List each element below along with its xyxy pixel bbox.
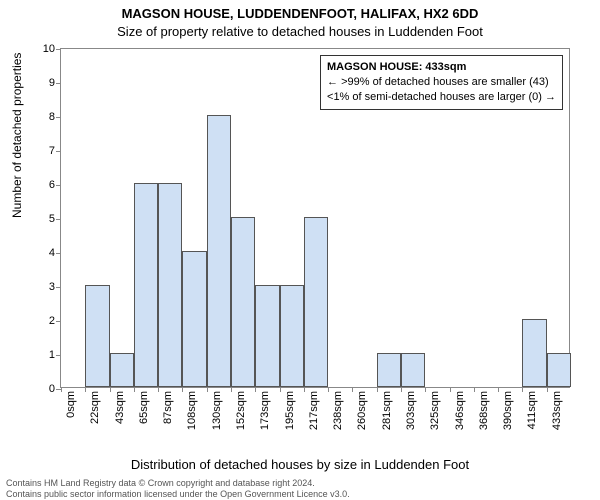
x-tick-label: 325sqm (429, 387, 441, 435)
x-tick-label: 390sqm (502, 387, 514, 435)
x-tick-label: 260sqm (356, 387, 368, 435)
y-tick-mark (56, 83, 61, 84)
legend-box: MAGSON HOUSE: 433sqm ← >99% of detached … (320, 55, 563, 110)
x-tick-label: 433sqm (551, 387, 563, 435)
x-tick-mark (522, 387, 523, 392)
x-tick-mark (450, 387, 451, 392)
plot-area: MAGSON HOUSE: 433sqm ← >99% of detached … (60, 48, 570, 388)
x-axis-label: Distribution of detached houses by size … (0, 457, 600, 472)
x-tick-mark (304, 387, 305, 392)
histogram-bar (547, 353, 571, 387)
x-tick-mark (547, 387, 548, 392)
x-tick-mark (401, 387, 402, 392)
histogram-bar (377, 353, 401, 387)
x-tick-mark (255, 387, 256, 392)
x-tick-label: 217sqm (308, 387, 320, 435)
x-tick-label: 22sqm (89, 387, 101, 435)
x-tick-mark (352, 387, 353, 392)
x-tick-label: 195sqm (284, 387, 296, 435)
histogram-bar (255, 285, 279, 387)
histogram-bar (207, 115, 231, 387)
x-tick-mark (377, 387, 378, 392)
x-tick-mark (231, 387, 232, 392)
y-tick-mark (56, 287, 61, 288)
y-tick-mark (56, 219, 61, 220)
legend-line-larger: <1% of semi-detached houses are larger (… (327, 90, 556, 105)
x-tick-label: 65sqm (138, 387, 150, 435)
x-tick-mark (61, 387, 62, 392)
x-tick-mark (158, 387, 159, 392)
y-tick-mark (56, 253, 61, 254)
x-tick-label: 130sqm (211, 387, 223, 435)
x-tick-label: 43sqm (114, 387, 126, 435)
histogram-bar (85, 285, 109, 387)
x-tick-mark (328, 387, 329, 392)
x-tick-mark (85, 387, 86, 392)
x-tick-label: 238sqm (332, 387, 344, 435)
footer-line-1: Contains HM Land Registry data © Crown c… (6, 478, 350, 489)
x-tick-mark (498, 387, 499, 392)
x-tick-mark (110, 387, 111, 392)
y-tick-mark (56, 151, 61, 152)
x-tick-label: 411sqm (526, 387, 538, 435)
histogram-bar (522, 319, 546, 387)
histogram-bar (182, 251, 206, 387)
histogram-bar (280, 285, 304, 387)
x-tick-label: 368sqm (478, 387, 490, 435)
legend-line-smaller: ← >99% of detached houses are smaller (4… (327, 75, 556, 90)
y-tick-mark (56, 49, 61, 50)
x-tick-label: 346sqm (454, 387, 466, 435)
x-tick-mark (474, 387, 475, 392)
footer-line-2: Contains public sector information licen… (6, 489, 350, 500)
histogram-bar (231, 217, 255, 387)
x-tick-mark (207, 387, 208, 392)
x-tick-label: 0sqm (65, 387, 77, 435)
y-axis-label: Number of detached properties (10, 53, 24, 218)
x-tick-label: 108sqm (186, 387, 198, 435)
histogram-bar (304, 217, 328, 387)
y-tick-mark (56, 355, 61, 356)
chart-title: MAGSON HOUSE, LUDDENDENFOOT, HALIFAX, HX… (0, 6, 600, 21)
y-tick-mark (56, 185, 61, 186)
x-tick-label: 87sqm (162, 387, 174, 435)
x-tick-mark (425, 387, 426, 392)
x-tick-mark (280, 387, 281, 392)
y-tick-mark (56, 321, 61, 322)
chart-subtitle: Size of property relative to detached ho… (0, 24, 600, 39)
x-tick-label: 152sqm (235, 387, 247, 435)
histogram-bar (134, 183, 158, 387)
histogram-bar (158, 183, 182, 387)
y-tick-mark (56, 117, 61, 118)
x-tick-mark (182, 387, 183, 392)
x-tick-label: 173sqm (259, 387, 271, 435)
histogram-bar (110, 353, 134, 387)
legend-line-property: MAGSON HOUSE: 433sqm (327, 60, 556, 75)
histogram-bar (401, 353, 425, 387)
x-tick-label: 303sqm (405, 387, 417, 435)
attribution-footer: Contains HM Land Registry data © Crown c… (6, 478, 350, 500)
x-tick-mark (134, 387, 135, 392)
histogram-chart: MAGSON HOUSE, LUDDENDENFOOT, HALIFAX, HX… (0, 0, 600, 500)
x-tick-label: 281sqm (381, 387, 393, 435)
